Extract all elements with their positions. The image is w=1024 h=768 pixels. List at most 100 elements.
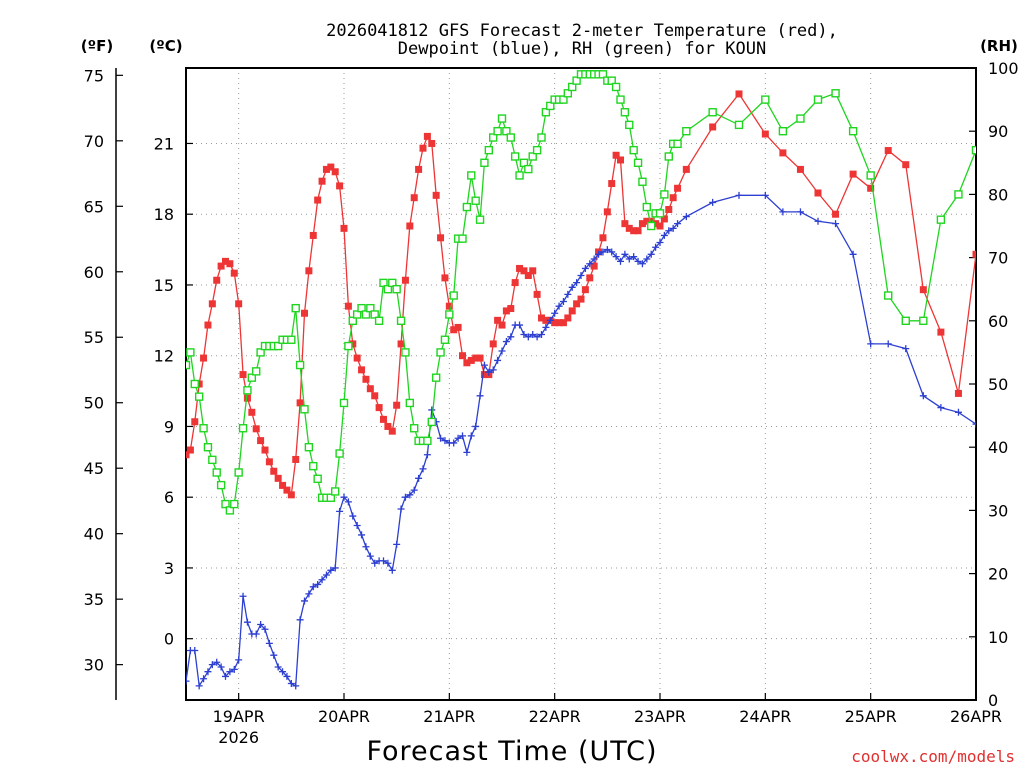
dewpoint-point (832, 220, 840, 228)
temperature-point (568, 307, 576, 315)
rh-point (510, 152, 520, 161)
rh-point (234, 468, 243, 477)
temperature-point (375, 404, 383, 412)
dewpoint-point (274, 663, 282, 671)
dewpoint-point (590, 255, 598, 263)
rh-point (313, 474, 322, 483)
dewpoint-point (208, 661, 216, 669)
dewpoint-point (287, 679, 295, 687)
temperature-point (261, 446, 269, 454)
rh-point (761, 95, 770, 104)
temperature-point (577, 295, 585, 303)
dewpoint-point (647, 250, 655, 258)
temperature-point (279, 481, 287, 489)
dewpoint-point (186, 677, 190, 685)
rh-point (901, 316, 910, 325)
rh-point (664, 152, 673, 161)
temperature-point (283, 486, 291, 494)
temperature-point (208, 300, 216, 308)
temperature-point (652, 220, 660, 228)
rh-point (445, 310, 454, 319)
dewpoint-point (340, 493, 348, 501)
temperature-point (186, 446, 194, 454)
rh-point (212, 468, 221, 477)
dewpoint-point (239, 592, 247, 600)
temperature-point (507, 305, 515, 313)
temperature-point (454, 323, 462, 331)
temperature-point (362, 375, 370, 383)
rh-point (383, 285, 393, 294)
chart-title-line-1: 2026041812 GFS Forecast 2-meter Temperat… (326, 21, 838, 41)
dewpoint-point (476, 392, 484, 400)
dewpoint-point (542, 323, 550, 331)
temperature-point (832, 210, 840, 218)
rh-point (559, 95, 568, 104)
x-tick-label: 25APR (845, 707, 897, 726)
temperature-point (235, 300, 243, 308)
credit-text: coolwx.com/models (851, 747, 1015, 766)
dewpoint-point (204, 668, 212, 676)
dewpoint-point (568, 283, 576, 291)
temperature-point (200, 354, 208, 362)
temperature-point (296, 399, 304, 407)
dewpoint-point (292, 682, 300, 690)
rh-point (484, 145, 494, 155)
temperature-point (217, 262, 225, 270)
temperature-point (445, 302, 453, 310)
dewpoint-point (480, 361, 488, 369)
dewpoint-point (735, 191, 743, 199)
dewpoint-point (401, 493, 409, 501)
temperature-point (647, 217, 655, 225)
dewpoint-point (555, 302, 563, 310)
celsius-tick-label: 9 (164, 417, 174, 436)
temperature-point (384, 422, 392, 430)
rh-point (919, 316, 928, 325)
temperature-point (191, 418, 199, 426)
data-series (186, 70, 997, 690)
dewpoint-point (318, 576, 326, 584)
temperature-point (419, 144, 427, 152)
rh-point (682, 126, 691, 136)
dewpoint-point (191, 646, 199, 654)
temperature-point (406, 222, 414, 230)
temperature-point (336, 182, 344, 190)
temperature-point (542, 316, 550, 324)
dewpoint-point (498, 347, 506, 355)
dewpoint-point (380, 557, 387, 565)
rh-point (848, 126, 858, 136)
rh-point (295, 360, 305, 370)
dewpoint-point (222, 672, 229, 680)
rh-point (971, 145, 976, 155)
rh-point (493, 126, 502, 136)
rh-point (256, 348, 265, 357)
dewpoint-point (415, 474, 423, 482)
rh-point (331, 487, 340, 496)
dewpoint-point (573, 279, 581, 287)
rh-point (273, 341, 283, 351)
temperature-point (867, 184, 875, 192)
temperature-point (226, 260, 234, 268)
fahrenheit-tick-label: 35 (84, 590, 104, 609)
celsius-tick-label: 21 (154, 134, 174, 153)
rh-point (379, 278, 388, 288)
temperature-point (603, 208, 611, 216)
dewpoint-point (362, 543, 370, 551)
dewpoint-point (559, 297, 567, 305)
rh-point (361, 310, 371, 319)
temperature-point (423, 132, 431, 140)
rh-point (598, 70, 608, 79)
rh-point (370, 310, 379, 319)
temperature-point (428, 139, 436, 147)
rh-point (572, 76, 581, 85)
rh-point (366, 303, 375, 313)
dewpoint-point (954, 408, 962, 416)
rh-point (335, 449, 344, 458)
dewpoint-point (423, 451, 431, 459)
dewpoint-point (990, 397, 997, 404)
dewpoint-point (564, 290, 572, 298)
rh-point (449, 291, 458, 300)
temperature-point (393, 401, 401, 409)
x-tick-label: 26APR (950, 707, 1002, 726)
rh-point (660, 190, 669, 199)
rh-point (778, 126, 788, 136)
